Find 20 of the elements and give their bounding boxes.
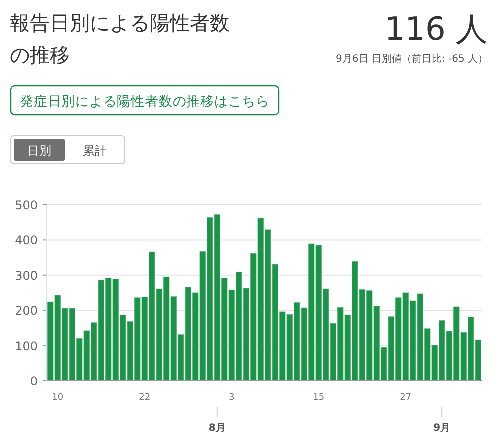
y-tick-label: 0	[30, 374, 38, 388]
text: 累計	[83, 144, 107, 158]
y-tick-label: 500	[15, 198, 38, 212]
x-tick-label: 22	[139, 393, 151, 403]
y-tick-label: 200	[15, 304, 38, 318]
x-tick-label: 15	[313, 393, 325, 403]
annotation: 9月	[434, 423, 451, 434]
title: の推移	[10, 43, 70, 67]
text: 日別	[28, 144, 52, 158]
x-tick-label: 27	[400, 393, 412, 403]
text: 116 人	[384, 10, 488, 48]
text: 9月6日 日別値（前日比: -65 人）	[336, 53, 488, 65]
x-tick-label: 3	[229, 393, 235, 403]
x-tick-label: 10	[52, 393, 64, 403]
annotation: 8月	[208, 423, 226, 434]
y-tick-label: 400	[15, 234, 38, 248]
text: 発症日別による陽性者数の推移はこちら	[20, 94, 272, 110]
y-tick-label: 100	[15, 339, 38, 354]
y-tick-label: 300	[15, 268, 38, 283]
title: 報告日別による陽性者数	[10, 11, 230, 35]
